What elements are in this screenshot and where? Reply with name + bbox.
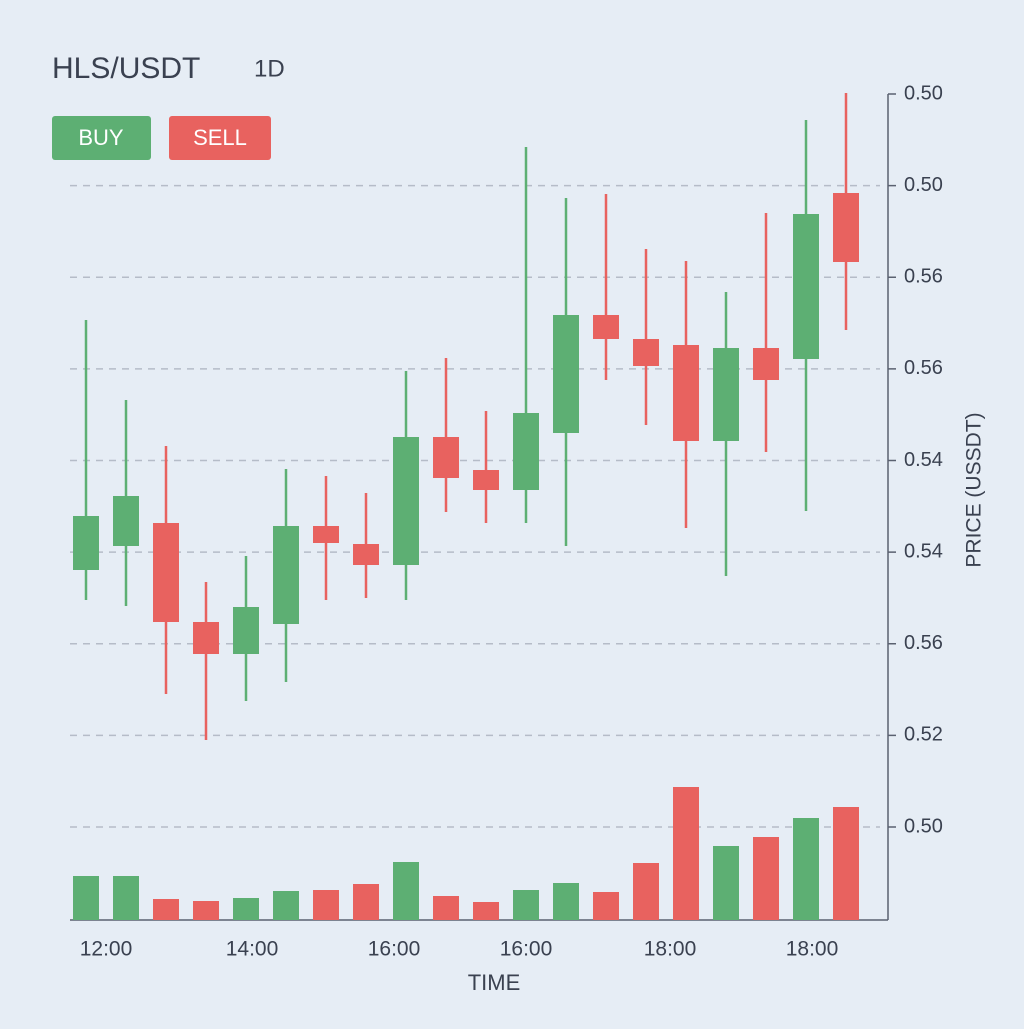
volume-bar <box>513 890 539 920</box>
volume-bar <box>753 837 779 920</box>
buy-button-bg[interactable] <box>52 116 151 160</box>
volume-bar <box>593 892 619 920</box>
candle-body <box>673 345 699 441</box>
candle-body <box>393 437 419 565</box>
volume-bar <box>273 891 299 920</box>
y-tick-label: 0.50 <box>904 815 943 837</box>
candle-body <box>113 496 139 546</box>
volume-bar <box>553 883 579 920</box>
volume-bar <box>633 863 659 920</box>
volume-bar <box>73 876 99 920</box>
volume-bar <box>713 846 739 920</box>
candle-body <box>593 315 619 339</box>
candle-body <box>633 339 659 366</box>
y-tick-label: 0.56 <box>904 266 943 288</box>
volume-bar <box>153 899 179 920</box>
y-tick-label: 0.56 <box>904 357 943 379</box>
volume-bar <box>353 884 379 920</box>
candle-body <box>353 544 379 565</box>
candle-body <box>313 526 339 543</box>
x-tick-label: 12:00 <box>80 938 133 961</box>
x-axis-title: TIME <box>468 970 521 995</box>
pair-title: HLS/USDT <box>52 52 200 85</box>
candle-body <box>793 214 819 359</box>
y-tick-label: 0.50 <box>904 82 943 104</box>
y-tick-label: 0.54 <box>904 540 943 562</box>
candle-body <box>433 437 459 478</box>
y-tick-label: 0.52 <box>904 724 943 746</box>
candle-body <box>473 470 499 490</box>
candle-body <box>513 413 539 490</box>
x-tick-label: 16:00 <box>368 938 421 961</box>
candle-body <box>553 315 579 433</box>
volume-bar <box>833 807 859 920</box>
buy-button[interactable]: BUY <box>52 116 151 160</box>
sell-button-bg[interactable] <box>169 116 271 160</box>
volume-bar <box>233 898 259 920</box>
x-tick-label: 16:00 <box>500 938 553 961</box>
y-tick-label: 0.50 <box>904 174 943 196</box>
candle-body <box>753 348 779 380</box>
timeframe: 1D <box>254 55 285 82</box>
y-tick-label: 0.54 <box>904 449 943 471</box>
sell-button[interactable]: SELL <box>169 116 271 160</box>
volume-bar <box>393 862 419 920</box>
volume-bar <box>433 896 459 920</box>
candle-body <box>153 523 179 622</box>
x-tick-label: 18:00 <box>786 938 839 961</box>
x-tick-label: 18:00 <box>644 938 697 961</box>
volume-bar <box>113 876 139 920</box>
candle-body <box>233 607 259 654</box>
candle-body <box>193 622 219 654</box>
volume-bar <box>793 818 819 920</box>
volume-bar <box>673 787 699 920</box>
candle-body <box>713 348 739 441</box>
x-tick-label: 14:00 <box>226 938 279 961</box>
volume-bar <box>473 902 499 920</box>
buy-label[interactable]: BUY <box>78 125 124 150</box>
volume-bar <box>313 890 339 920</box>
volume-bar <box>193 901 219 920</box>
y-axis-title: PRICE (USSDT) <box>963 412 986 567</box>
candle-body <box>273 526 299 624</box>
candle-body <box>833 193 859 262</box>
y-tick-label: 0.56 <box>904 632 943 654</box>
sell-label[interactable]: SELL <box>193 125 247 150</box>
candle-body <box>73 516 99 570</box>
